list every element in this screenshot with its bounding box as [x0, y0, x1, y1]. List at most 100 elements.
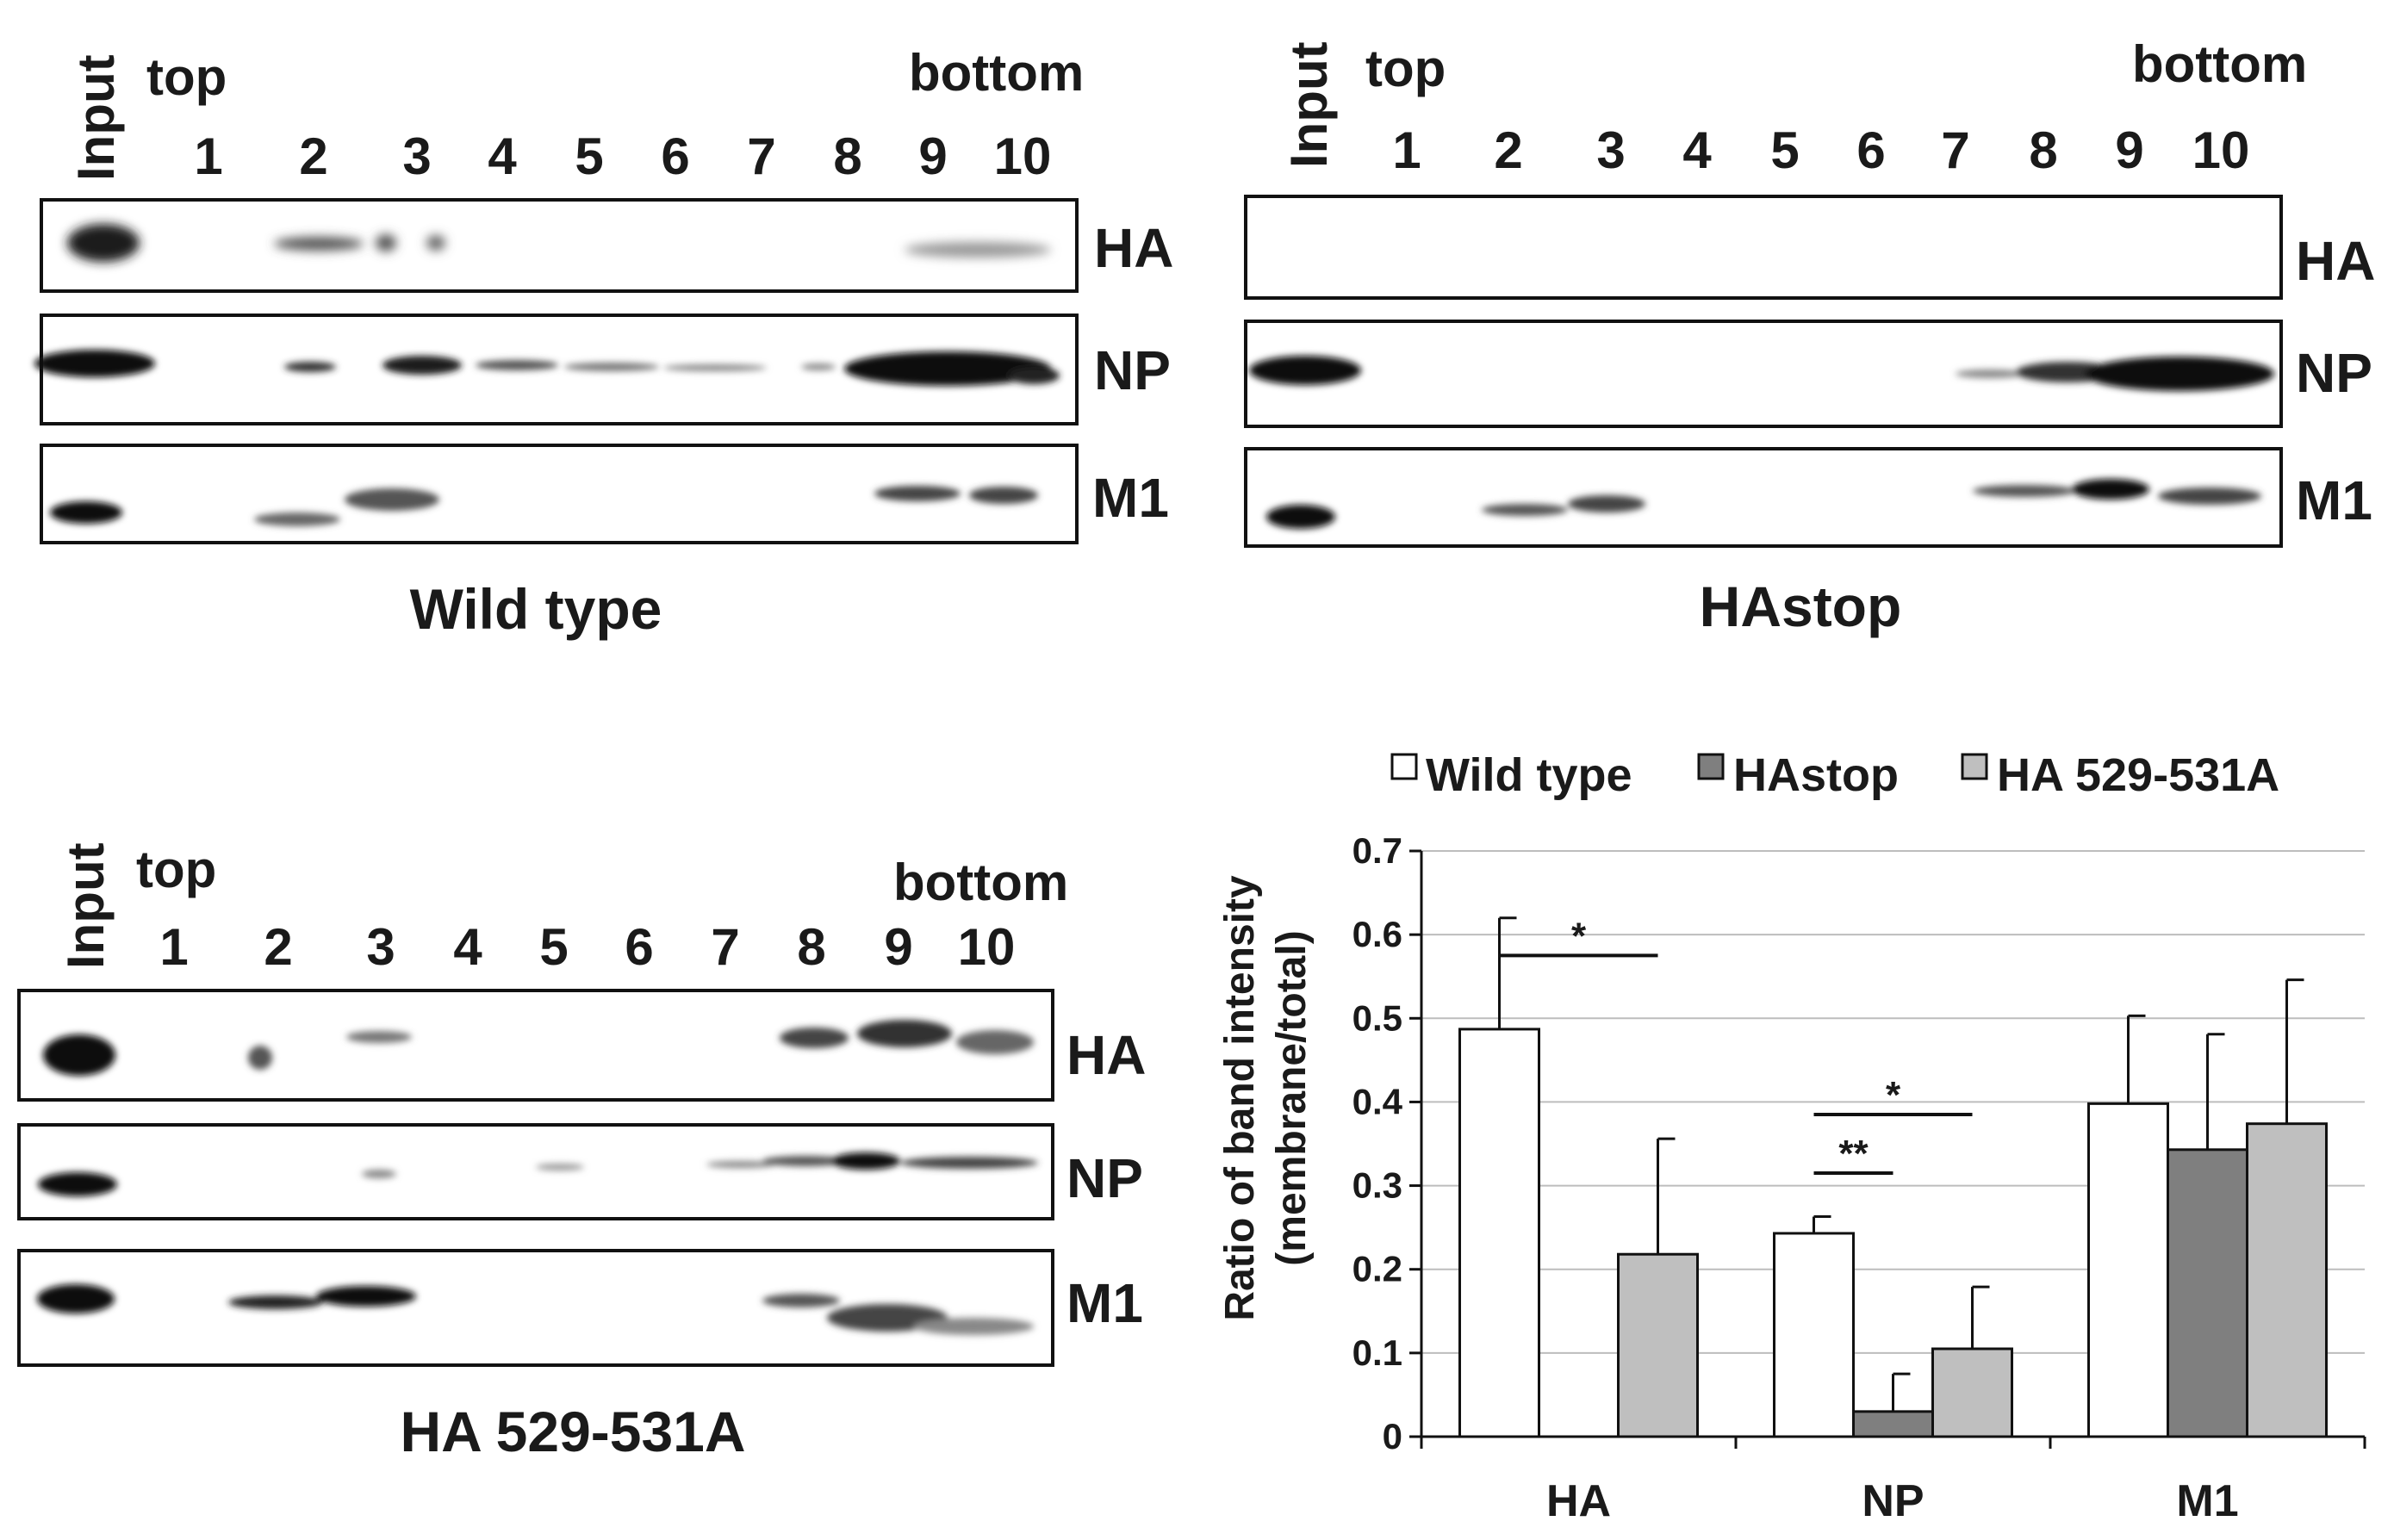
chart-bars [1458, 916, 2328, 1438]
blot-label-ha: HA [1066, 1024, 1146, 1086]
y-axis-label: Ratio of band intensity [1217, 875, 1263, 1321]
lane-number: 4 [453, 918, 482, 976]
bottom-label: bottom [909, 44, 1084, 102]
blot-label-ha: HA [1094, 217, 1173, 279]
legend-swatch-ha-529-531a [1961, 753, 1988, 780]
blot-ha [1244, 195, 2283, 300]
legend-label: HAstop [1733, 749, 1899, 801]
blot-label-m1: M1 [1066, 1272, 1143, 1334]
blot-np [17, 1123, 1054, 1220]
x-tick-label: NP [1862, 1476, 1924, 1526]
blot-bands-np [38, 1152, 1038, 1196]
panel-ha-529-531a: Input top bottom 1 2 3 4 5 6 7 8 9 10 HA [17, 841, 1146, 1463]
lane-number: 3 [402, 127, 431, 185]
bar-ha-529-531a-m1 [2246, 1122, 2328, 1438]
legend-swatch-wild-type [1390, 753, 1418, 780]
bar-wild-type-m1 [2087, 1102, 2169, 1438]
bar-wild-type-ha [1458, 1028, 1540, 1438]
blot-label-ha: HA [2296, 230, 2375, 292]
panel-hastop: Input top bottom 1 2 3 4 5 6 7 8 9 10 HA… [1244, 35, 2375, 638]
lane-number: 5 [539, 918, 568, 976]
lane-number: 6 [1856, 121, 1885, 179]
lane-number: 4 [488, 127, 517, 185]
lane-number: 4 [1682, 121, 1712, 179]
lane-number: 2 [1494, 121, 1522, 179]
input-label: Input [1280, 41, 1338, 168]
legend-label: HA 529-531A [1997, 749, 2279, 801]
bar-hastop-np [1852, 1410, 1934, 1438]
panel-wild-type: Input top bottom 1 2 3 4 5 6 7 8 9 10 HA [34, 44, 1173, 641]
top-label: top [1365, 40, 1446, 97]
chart-annotations: **** [1499, 915, 1973, 1175]
lane-number: 3 [1596, 121, 1625, 179]
legend-swatch-hastop [1697, 753, 1725, 780]
lane-number: 10 [2192, 121, 2250, 179]
bottom-label: bottom [2132, 35, 2307, 93]
lane-number: 10 [958, 918, 1016, 976]
lane-number: 6 [625, 918, 653, 976]
lane-number: 8 [2029, 121, 2057, 179]
blot-bands-np [1249, 356, 2274, 391]
blot-label-np: NP [1094, 339, 1171, 401]
y-tick-label: 0.1 [1352, 1332, 1402, 1373]
bottom-label: bottom [893, 854, 1068, 911]
lane-number: 3 [366, 918, 395, 976]
lane-number: 5 [575, 127, 603, 185]
lane-number: 6 [661, 127, 689, 185]
lane-number: 5 [1770, 121, 1799, 179]
blot-bands-np [34, 350, 1060, 386]
top-label: top [146, 48, 227, 106]
panel-title: HA 529-531A [400, 1400, 745, 1463]
x-tick-label: M1 [2176, 1476, 2238, 1526]
y-tick-label: 0.5 [1352, 997, 1402, 1038]
blot-label-m1: M1 [1092, 467, 1169, 529]
y-tick-label: 0.3 [1352, 1165, 1402, 1206]
lane-number: 2 [264, 918, 292, 976]
top-label: top [136, 841, 216, 898]
lane-number: 2 [299, 127, 327, 185]
blot-label-np: NP [2296, 342, 2372, 404]
lane-number: 9 [918, 127, 947, 185]
input-label: Input [57, 842, 115, 969]
bar-chart: Wild type HAstop HA 529-531A Ratio of ba… [1217, 749, 2366, 1526]
blot-bands-m1 [1266, 479, 2261, 529]
blot-label-m1: M1 [2296, 469, 2372, 531]
lane-number: 9 [884, 918, 912, 976]
blot-bands-m1 [50, 486, 1038, 526]
blot-bands-m1 [37, 1284, 1034, 1335]
bar-ha-529-531a-ha [1617, 1252, 1699, 1438]
y-tick-label: 0.2 [1352, 1249, 1402, 1289]
y-tick-label: 0.4 [1352, 1081, 1403, 1121]
lane-number: 1 [1392, 121, 1421, 179]
lane-number: 10 [994, 127, 1052, 185]
chart-axes: 0 0.1 0.2 0.3 0.4 0.5 0.6 0.7 HA NP M1 [1352, 830, 2366, 1526]
y-axis-label: (membrane/total) [1269, 930, 1315, 1265]
blot-bands-ha [67, 224, 1051, 262]
panel-title: Wild type [410, 577, 662, 641]
blot-bands-ha [43, 1020, 1034, 1076]
lane-number: 9 [2115, 121, 2143, 179]
lane-number: 1 [159, 918, 188, 976]
bar-wild-type-np [1773, 1232, 1855, 1438]
bar-hastop-m1 [2167, 1148, 2248, 1438]
y-tick-label: 0.7 [1352, 830, 1402, 871]
lane-number: 7 [711, 918, 739, 976]
significance-marker: * [1886, 1074, 1901, 1116]
legend-label: Wild type [1426, 749, 1632, 801]
lane-number: 8 [833, 127, 861, 185]
significance-marker: * [1571, 915, 1587, 957]
x-tick-label: HA [1546, 1476, 1611, 1526]
blot-label-np: NP [1066, 1147, 1143, 1209]
y-tick-label: 0 [1383, 1416, 1402, 1456]
lane-number: 1 [194, 127, 222, 185]
bar-ha-529-531a-np [1931, 1347, 2013, 1438]
blot-ha [40, 198, 1079, 293]
panel-title: HAstop [1700, 574, 1902, 638]
y-tick-label: 0.6 [1352, 914, 1402, 954]
chart-legend: Wild type HAstop HA 529-531A [1390, 749, 2279, 801]
input-label: Input [67, 54, 125, 181]
lane-number: 7 [747, 127, 775, 185]
lane-number: 7 [1941, 121, 1969, 179]
